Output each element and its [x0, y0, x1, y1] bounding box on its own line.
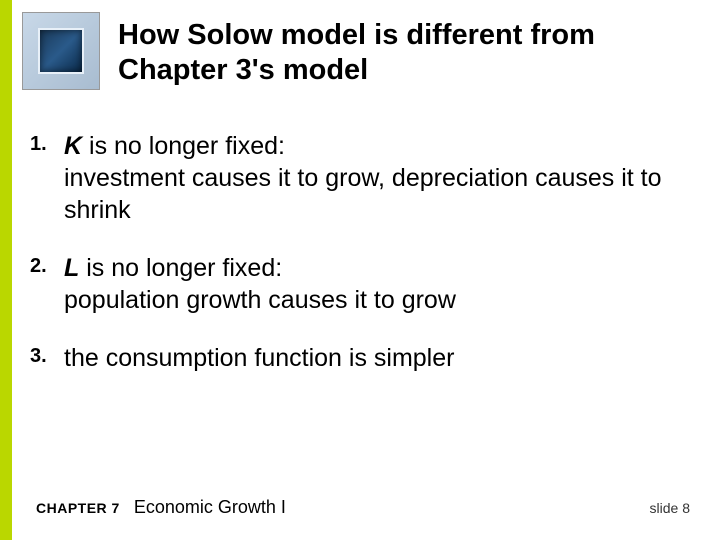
- list-lead: is no longer fixed:: [79, 254, 282, 282]
- list-body: K is no longer fixed: investment causes …: [64, 130, 670, 226]
- chapter-title: Economic Growth I: [134, 497, 286, 518]
- list-lead: is no longer fixed:: [82, 132, 285, 160]
- variable-symbol: L: [64, 254, 79, 282]
- list-number: 1.: [30, 130, 64, 226]
- slide-footer: CHAPTER 7 Economic Growth I slide 8: [36, 497, 690, 518]
- list-lead: the consumption function is simpler: [64, 344, 454, 372]
- footer-left: CHAPTER 7 Economic Growth I: [36, 497, 286, 518]
- slide-decorative-icon: [22, 12, 100, 90]
- accent-stripe: [0, 0, 12, 540]
- list-number: 2.: [30, 252, 64, 316]
- chapter-label: CHAPTER 7: [36, 500, 120, 516]
- list-number: 3.: [30, 342, 64, 374]
- list-body: the consumption function is simpler: [64, 342, 454, 374]
- list-rest: investment causes it to grow, depreciati…: [64, 164, 662, 224]
- list-item: 1. K is no longer fixed: investment caus…: [30, 130, 670, 226]
- variable-symbol: K: [64, 132, 82, 160]
- slide-body: 1. K is no longer fixed: investment caus…: [30, 130, 670, 400]
- slide-decorative-icon-inner: [38, 28, 84, 74]
- slide-number: slide 8: [650, 500, 690, 516]
- slide-title: How Solow model is different from Chapte…: [118, 18, 678, 88]
- list-item: 3. the consumption function is simpler: [30, 342, 670, 374]
- list-rest: population growth causes it to grow: [64, 286, 456, 314]
- list-body: L is no longer fixed: population growth …: [64, 252, 456, 316]
- list-item: 2. L is no longer fixed: population grow…: [30, 252, 670, 316]
